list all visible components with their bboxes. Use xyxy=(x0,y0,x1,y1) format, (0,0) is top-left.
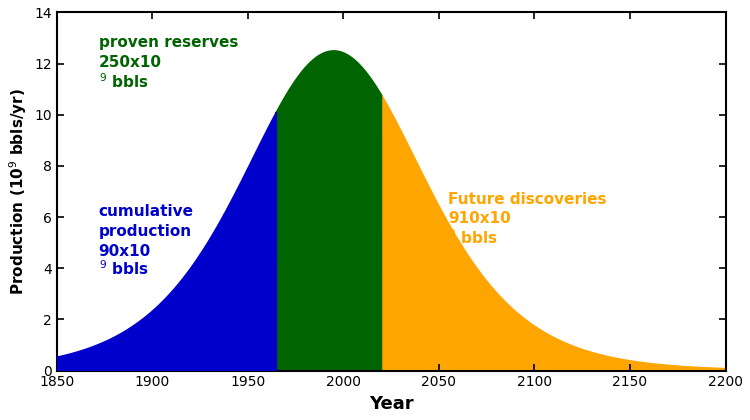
Text: $^9$ bbls: $^9$ bbls xyxy=(448,228,499,247)
Polygon shape xyxy=(57,112,277,370)
Polygon shape xyxy=(277,51,382,370)
Y-axis label: Production (10$^9$ bbls/yr): Production (10$^9$ bbls/yr) xyxy=(7,88,28,295)
Polygon shape xyxy=(382,95,725,370)
Text: Future discoveries
910x10: Future discoveries 910x10 xyxy=(448,192,607,226)
X-axis label: Year: Year xyxy=(369,395,413,413)
Text: proven reserves
250x10: proven reserves 250x10 xyxy=(99,35,238,70)
Text: $^9$ bbls: $^9$ bbls xyxy=(99,73,148,91)
Text: cumulative
production
90x10: cumulative production 90x10 xyxy=(99,205,194,259)
Text: $^9$ bbls: $^9$ bbls xyxy=(99,259,148,278)
